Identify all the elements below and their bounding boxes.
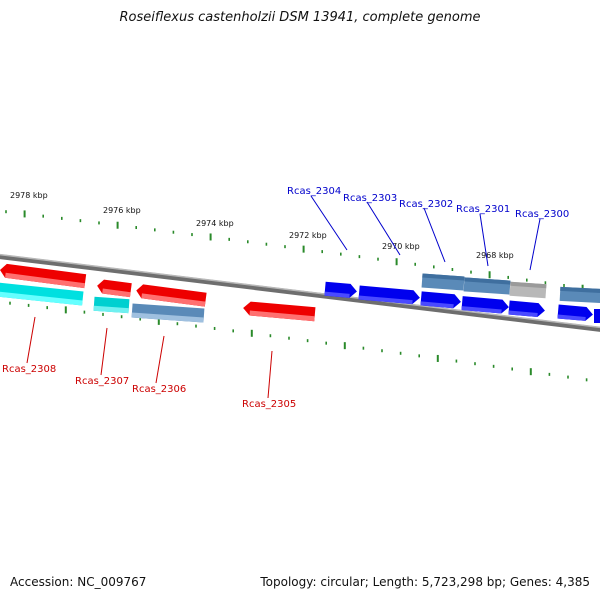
gene-rcas-2308[interactable]	[0, 282, 84, 306]
gene-rcas-2307-upper[interactable]	[96, 279, 132, 298]
gene-rcas-2306-upper[interactable]	[135, 284, 207, 307]
gene-label-top[interactable]: Rcas_2300	[515, 209, 569, 220]
gene-label-top[interactable]: Rcas_2301	[456, 204, 510, 215]
gene-rcas-2299[interactable]	[557, 304, 593, 322]
gene-label-bottom[interactable]: Rcas_2305	[242, 399, 296, 410]
scale-label: 2968 kbp	[476, 251, 514, 260]
gene-rcas-2301[interactable]	[461, 296, 509, 314]
gene-rcas-2306[interactable]	[131, 303, 205, 323]
genome-backbone-highlight	[0, 253, 600, 329]
tick-marks	[5, 210, 588, 382]
accession-text: Accession: NC_009767	[10, 575, 147, 589]
scale-label: 2974 kbp	[196, 219, 234, 228]
scale-label: 2978 kbp	[10, 191, 48, 200]
gene-label-top[interactable]: Rcas_2302	[399, 199, 453, 210]
gene-rcas-2304[interactable]	[324, 281, 357, 299]
gene-rcas-2303[interactable]	[358, 285, 421, 305]
gene-label-bottom[interactable]: Rcas_2306	[132, 384, 186, 395]
genome-title: Roseiflexus castenholzii DSM 13941, comp…	[119, 10, 481, 25]
gene-label-bottom[interactable]: Rcas_2307	[75, 376, 129, 387]
gene-label-top[interactable]: Rcas_2303	[343, 193, 397, 204]
gene-rcas-2300[interactable]	[508, 300, 545, 318]
gene-rcas-2300-pseudo[interactable]	[509, 281, 547, 299]
gene-rcas-2301-pseudo[interactable]	[463, 277, 511, 295]
gene-rcas-2307[interactable]	[93, 296, 130, 314]
scale-label: 2972 kbp	[289, 231, 327, 240]
gene-rcas-2305[interactable]	[243, 301, 316, 322]
scale-label: 2976 kbp	[103, 206, 141, 215]
genome-summary-text: Topology: circular; Length: 5,723,298 bp…	[260, 575, 590, 589]
gene-rcas-2299-pseudo[interactable]	[559, 286, 600, 304]
gene-label-top[interactable]: Rcas_2304	[287, 186, 341, 197]
gene-rcas-2302-pseudo[interactable]	[421, 273, 465, 291]
scale-label: 2970 kbp	[382, 242, 420, 251]
gene-rcas-2302[interactable]	[420, 291, 461, 309]
genome-backbone	[0, 254, 600, 332]
gene-label-bottom[interactable]: Rcas_2308	[2, 364, 56, 375]
gene-rcas-2298[interactable]	[594, 309, 600, 323]
gene-rcas-2309-upper[interactable]	[0, 263, 87, 289]
